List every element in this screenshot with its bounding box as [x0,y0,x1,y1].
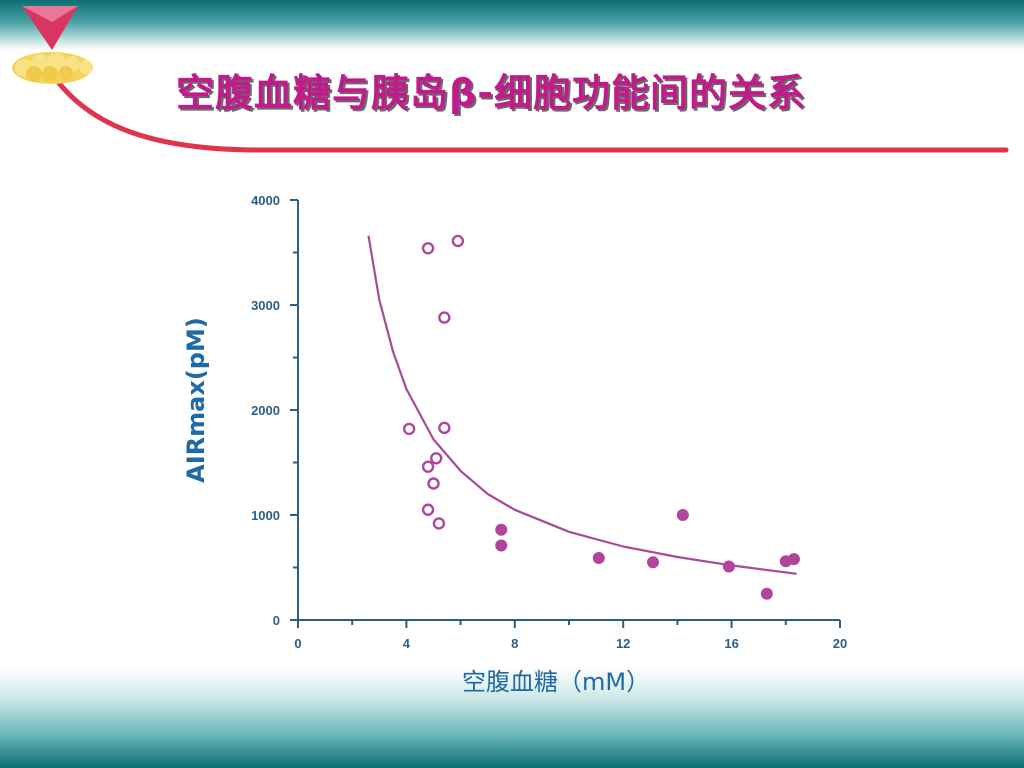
x-tick-label: 12 [616,636,630,651]
data-point-open [421,460,435,473]
x-tick-label: 16 [724,636,738,651]
data-point-filled [760,587,773,600]
decoration-layer [12,6,1009,153]
slide-title: 空腹血糖与胰岛β-细胞功能间的关系 [176,71,806,115]
data-point-filled [676,509,689,521]
data-point-filled [722,560,735,573]
data-point-open [438,421,451,435]
data-point-filled [495,523,508,536]
x-tick-label: 0 [294,636,301,651]
data-point-open [432,517,446,530]
pancreas-icon [12,52,93,84]
bottom-gradient-band [0,668,1024,768]
x-tick-label: 20 [833,636,847,651]
data-point-open [421,503,435,516]
data-point-filled [592,552,605,565]
data-point-open [430,452,443,465]
axes: 0 1000 2000 3000 4000 0 4 8 12 16 20 [251,193,847,651]
y-axis-title: AIRmax(pM) [182,317,210,483]
y-tick-label: 2000 [251,403,280,418]
top-gradient-band [0,0,1024,50]
y-tick-label: 0 [273,613,280,628]
fit-curve [367,235,797,575]
data-point-open [451,234,465,248]
data-point-open [427,477,440,490]
data-point-filled [787,553,800,566]
data-point-open [421,242,435,255]
data-point-open [402,422,416,436]
x-axis-title: 空腹血糖（mM） [462,668,650,696]
x-tick-label: 4 [403,636,411,651]
y-tick-label: 1000 [251,508,280,523]
triangle-down-icon [22,6,78,50]
data-points [402,234,800,600]
y-tick-label: 3000 [251,298,280,313]
title-underline-swoosh [52,75,1009,153]
x-tick-label: 8 [511,636,518,651]
data-point-open [438,311,451,324]
y-tick-label: 4000 [251,193,280,208]
data-point-filled [647,556,660,569]
data-point-filled [495,539,508,552]
fit-curve-layer [367,235,797,575]
